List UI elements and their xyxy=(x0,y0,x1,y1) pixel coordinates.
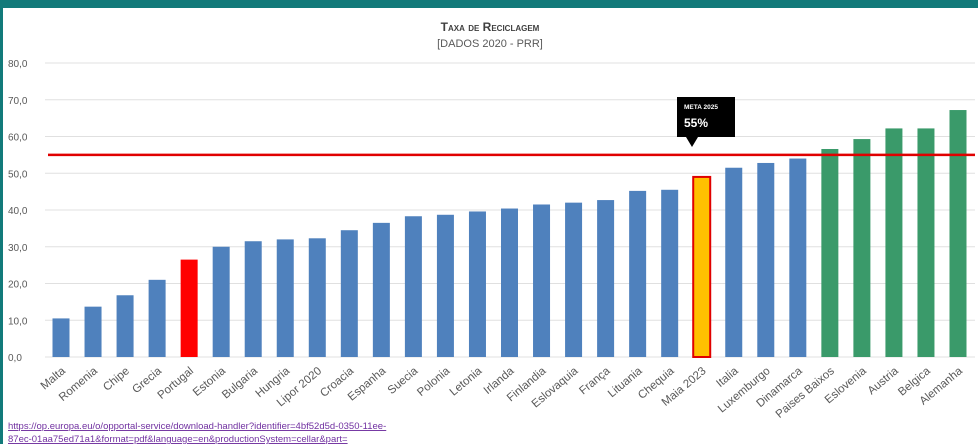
bar xyxy=(340,230,358,357)
bar xyxy=(468,211,486,357)
bar xyxy=(436,214,454,357)
annotation-box xyxy=(677,97,735,147)
y-tick-label: 30,0 xyxy=(8,243,28,254)
bar xyxy=(533,204,551,357)
bar xyxy=(148,279,166,357)
bar xyxy=(597,200,615,357)
y-tick-label: 20,0 xyxy=(8,280,28,291)
bar xyxy=(244,241,262,357)
bar xyxy=(565,202,583,357)
bar xyxy=(84,306,102,357)
annotation-label: 55% xyxy=(684,116,708,130)
bar xyxy=(821,148,839,357)
bar xyxy=(180,259,198,357)
bar xyxy=(308,238,326,357)
source-link: 87ec-01aa75ed71a1&format=pdf&language=en… xyxy=(8,434,348,444)
chart-title: Taxa de Reciclagem xyxy=(441,20,540,34)
bar xyxy=(404,216,422,357)
bar xyxy=(212,246,230,357)
y-tick-label: 0,0 xyxy=(8,353,22,364)
bar xyxy=(501,208,518,357)
bar xyxy=(853,139,871,357)
bar xyxy=(276,239,294,357)
bar xyxy=(661,189,679,357)
bar xyxy=(885,128,903,357)
y-tick-label: 40,0 xyxy=(8,206,28,217)
bar xyxy=(917,128,935,357)
chart-subtitle: [DADOS 2020 - PRR] xyxy=(437,38,543,50)
bar xyxy=(52,318,70,357)
bar xyxy=(757,162,775,357)
panel xyxy=(3,8,978,444)
bar xyxy=(725,167,743,357)
y-tick-label: 50,0 xyxy=(8,169,28,180)
y-tick-label: 80,0 xyxy=(8,59,28,70)
y-tick-label: 70,0 xyxy=(8,96,28,107)
y-tick-label: 60,0 xyxy=(8,133,28,144)
bar xyxy=(692,175,712,358)
bar xyxy=(949,110,967,357)
bar xyxy=(116,295,134,357)
annotation-title: META 2025 xyxy=(684,104,718,111)
y-tick-label: 10,0 xyxy=(8,316,28,327)
bar xyxy=(372,222,390,357)
bar xyxy=(629,190,647,357)
bar xyxy=(789,158,807,357)
source-link: https://op.europa.eu/o/opportal-service/… xyxy=(8,421,386,432)
